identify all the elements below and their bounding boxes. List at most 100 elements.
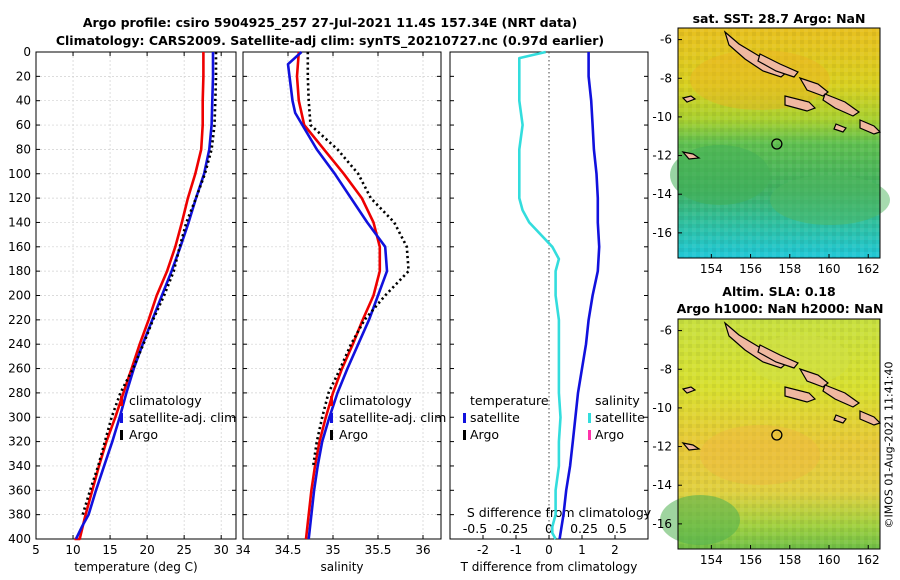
- y-tick-label: -14: [652, 187, 672, 201]
- temperature-legend-label: Argo: [129, 427, 158, 442]
- salinity-legend-label: climatology: [339, 393, 412, 408]
- salinity-legend-swatch: [330, 413, 333, 423]
- x-tick-label: -1: [510, 543, 522, 557]
- figure-title-line1: Argo profile: csiro 5904925_257 27-Jul-2…: [82, 15, 578, 30]
- island-shape: [784, 95, 817, 112]
- panel-salinity: 34 34.5 35 35.5 36 salinity climatology satelli…: [235, 51, 446, 574]
- panel-temperature: 5 10 15 20 25 3002040608010012014016018020022…: [8, 45, 237, 574]
- x-tick-label: -2: [477, 543, 489, 557]
- map-frame: [677, 27, 881, 259]
- s-legend-label: satellite: [595, 410, 645, 425]
- s-diff-line: [558, 52, 601, 540]
- sst-map-title: sat. SST: 28.7 Argo: NaN: [692, 11, 866, 26]
- y-tick-label: 360: [8, 483, 31, 497]
- island-shape: [784, 386, 817, 403]
- island-shape: [757, 53, 799, 78]
- temperature-legend-swatch: [120, 396, 123, 406]
- temperature-legend-swatch: [120, 413, 123, 423]
- sla-map: 154 156 158 160 162 -6 -8 -10 -12 -14 -16: [652, 318, 882, 567]
- t-diff-line: [517, 50, 562, 540]
- t-legend-title: temperature: [470, 393, 549, 408]
- island-shape: [822, 93, 861, 117]
- y-tick-label: 320: [8, 435, 31, 449]
- x-tick-label: 34: [235, 543, 250, 557]
- y-tick-label: -6: [660, 33, 672, 47]
- s-legend-swatch: [588, 430, 591, 440]
- x-tick-label: 35.5: [365, 543, 392, 557]
- satellite-line: [286, 51, 389, 540]
- s-tick-label: 0: [545, 521, 553, 536]
- y-tick-label: 60: [16, 118, 31, 132]
- t-legend-swatch: [463, 430, 466, 440]
- x-tick-label: 158: [778, 553, 801, 567]
- x-tick-label: 1: [578, 543, 586, 557]
- y-tick-label: -8: [660, 362, 672, 376]
- y-tick-label: 380: [8, 508, 31, 522]
- x-tick-label: 25: [177, 543, 192, 557]
- x-tick-label: 160: [818, 553, 841, 567]
- y-tick-label: -8: [660, 71, 672, 85]
- sla-map-title-line1: Altim. SLA: 0.18: [722, 284, 836, 299]
- temperature-legend-swatch: [120, 430, 123, 440]
- y-tick-label: 280: [8, 386, 31, 400]
- map-frame: [677, 318, 881, 550]
- x-tick-label: 30: [214, 543, 229, 557]
- y-tick-label: 20: [16, 69, 31, 83]
- x-tick-label: 5: [32, 543, 40, 557]
- sla-map-title-line2: Argo h1000: NaN h2000: NaN: [676, 301, 884, 316]
- x-tick-label: 154: [700, 553, 723, 567]
- figure-title-line2: Climatology: CARS2009. Satellite-adj cli…: [55, 33, 605, 48]
- y-tick-label: 240: [8, 337, 31, 351]
- x-tick-label: 2: [611, 543, 619, 557]
- y-tick-label: 160: [8, 240, 31, 254]
- x-tick-label: 15: [102, 543, 117, 557]
- x-axis-label: salinity: [320, 560, 363, 574]
- salinity-legend-swatch: [330, 430, 333, 440]
- island-shape: [822, 384, 861, 408]
- island-shape: [681, 151, 701, 160]
- x-axis-label: T difference from climatology: [460, 560, 638, 574]
- temperature-legend-label: climatology: [129, 393, 202, 408]
- s-axis-label: S difference from climatology: [467, 505, 652, 520]
- y-tick-label: -14: [652, 478, 672, 492]
- y-tick-label: 40: [16, 94, 31, 108]
- island-shape: [757, 344, 799, 369]
- x-tick-label: 156: [739, 262, 762, 276]
- x-tick-label: 156: [739, 553, 762, 567]
- salinity-legend-label: satellite-adj. clim: [339, 410, 446, 425]
- map-blotch: [770, 175, 890, 225]
- y-tick-label: 260: [8, 362, 31, 376]
- t-legend-swatch: [463, 413, 466, 423]
- y-tick-label: 200: [8, 289, 31, 303]
- panel-differences: -2 -1 0 1 2 T difference from climatology S di…: [449, 50, 652, 574]
- y-tick-label: -12: [652, 149, 672, 163]
- s-legend-swatch: [588, 413, 591, 423]
- map-blotch: [690, 50, 830, 110]
- x-axis-label: temperature (deg C): [74, 560, 197, 574]
- t-legend-label: Argo: [470, 427, 499, 442]
- argo-line: [81, 52, 218, 515]
- map-blotch: [750, 335, 850, 385]
- s-tick-label: -0.5: [463, 521, 487, 536]
- y-tick-label: 220: [8, 313, 31, 327]
- island-shape: [859, 410, 882, 426]
- argo-location-marker: [771, 138, 783, 150]
- y-tick-label: -10: [652, 110, 672, 124]
- climatology-line: [295, 51, 382, 540]
- s-tick-label: 0.25: [570, 521, 598, 536]
- y-tick-label: 180: [8, 264, 31, 278]
- y-tick-label: -6: [660, 324, 672, 338]
- x-tick-label: 158: [778, 262, 801, 276]
- y-tick-label: 340: [8, 459, 31, 473]
- satellite-line: [74, 52, 215, 540]
- map-blotch: [700, 425, 820, 485]
- island-shape: [681, 442, 701, 451]
- map-blotch: [660, 495, 740, 545]
- y-tick-label: 80: [16, 142, 31, 156]
- y-tick-label: 400: [8, 532, 31, 546]
- island-shape: [859, 119, 882, 135]
- y-tick-label: -12: [652, 440, 672, 454]
- island-shape: [681, 386, 697, 394]
- argo-location-marker: [771, 429, 783, 441]
